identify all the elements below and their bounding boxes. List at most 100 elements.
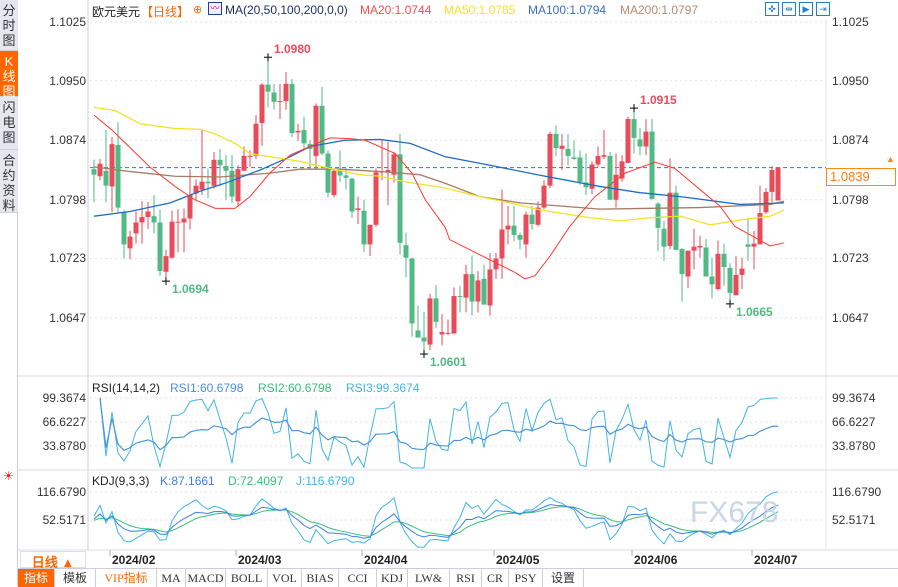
candle-up [391, 154, 397, 175]
settings-sun-icon[interactable]: ☀ [3, 469, 14, 483]
candle-up [769, 169, 775, 192]
indicator-tab-6[interactable]: VOL [268, 569, 302, 587]
sidebar-tab-kline[interactable]: K线图 [0, 51, 18, 99]
candle-down [205, 181, 211, 184]
price-tick-left: 1.0874 [49, 133, 86, 148]
rsi2-line [99, 397, 779, 451]
rsi3-value: RSI3:99.3674 [346, 381, 420, 395]
price-tick-right: 1.0874 [832, 133, 869, 148]
candle-down [469, 274, 475, 302]
crosshair-icon[interactable]: ✜ [765, 2, 779, 16]
indicator-tab-10[interactable]: LW& [408, 569, 450, 587]
indicator-tab-3[interactable]: MA [157, 569, 186, 587]
indicator-tab-9[interactable]: KDJ [377, 569, 408, 587]
candle-up [691, 246, 697, 251]
candle-up [331, 170, 337, 196]
high-price-label: 1.0915 [640, 93, 677, 108]
indicator-tab-4[interactable]: MACD [186, 569, 226, 587]
sidebar-tab-timeshare[interactable]: 分时图 [0, 0, 18, 51]
month-label: 2024/04 [364, 553, 408, 567]
rsi-tick-right: 66.6227 [832, 415, 876, 429]
candle-up [739, 268, 745, 275]
candle-up [625, 119, 631, 163]
candle-up [547, 133, 553, 186]
candle-down [529, 214, 535, 225]
rsi1-value: RSI1:60.6798 [170, 381, 244, 395]
low-price-label: 1.0665 [736, 304, 773, 319]
zoom-range-icon[interactable]: ⇹ [782, 2, 796, 16]
sidebar-tab-contract-info[interactable]: 合约资料 [0, 150, 18, 213]
sidebar-tab-flash[interactable]: 闪电图 [0, 97, 18, 150]
indicator-tab-0[interactable]: 指标 [18, 569, 55, 587]
rsi-tick-left: 66.6227 [42, 415, 86, 429]
candle-up [685, 250, 691, 277]
rsi-tick-left: 33.8780 [42, 439, 86, 453]
move-right-icon[interactable]: ⇥ [816, 2, 830, 16]
candle-up [259, 84, 265, 124]
indicator-tab-14[interactable]: 设置 [543, 569, 584, 587]
candle-down [265, 84, 271, 92]
price-tick-left: 1.0647 [49, 310, 86, 325]
indicator-tab-13[interactable]: PSY [509, 569, 543, 587]
candle-up [295, 130, 301, 133]
indicator-tab-1[interactable]: 模板 [55, 569, 96, 587]
kdj-k-line [93, 504, 779, 539]
indicator-tab-8[interactable]: CCI [339, 569, 377, 587]
kdj-j-line [93, 491, 779, 548]
price-tick-right: 1.0950 [832, 73, 869, 88]
candle-up [127, 236, 133, 249]
candle-down [721, 253, 727, 268]
candle-down [631, 119, 637, 138]
candle-down [433, 298, 439, 322]
candle-up [193, 185, 199, 194]
ma50-line [93, 106, 785, 226]
indicator-tabs: 指标 模板 VIP指标 MA MACD BOLL VOL BIAS CCI KDJ LW& RSI CR… [18, 568, 898, 587]
add-indicator-icon[interactable]: ⊕ [193, 4, 203, 16]
kdj-tick-left: 52.5171 [42, 513, 86, 527]
ma20-line [93, 114, 785, 280]
rsi1-line [99, 397, 779, 451]
indicator-chart-icon[interactable]: 〰 [208, 2, 222, 15]
kdj-tick-right: 116.6790 [832, 485, 882, 499]
candle-up [493, 258, 499, 270]
indicator-tab-7[interactable]: BIAS [302, 569, 339, 587]
candle-up [109, 144, 115, 187]
candle-up [535, 207, 541, 225]
candle-up [313, 105, 319, 156]
candle-down [553, 133, 559, 149]
kdj-d-value: D:72.4097 [228, 474, 284, 488]
candle-up [595, 155, 601, 165]
candle-down [571, 157, 577, 160]
candle-down [565, 148, 571, 156]
extreme-marker-icon [420, 349, 428, 358]
candle-down [343, 175, 349, 178]
candle-up [373, 172, 379, 225]
indicator-tab-2[interactable]: VIP指标 [96, 569, 157, 587]
kdj-k-value: K:87.1661 [160, 474, 215, 488]
candle-up [619, 161, 625, 179]
candle-down [649, 131, 655, 199]
price-tick-left: 1.0798 [49, 192, 86, 207]
ma200-value: MA200:1.0797 [620, 3, 699, 17]
low-price-label: 1.0601 [430, 354, 467, 369]
candle-down [91, 169, 97, 175]
candle-up [277, 101, 283, 103]
candle-down [349, 178, 355, 212]
play-icon[interactable]: ▶ [799, 2, 813, 16]
month-label: 2024/07 [754, 553, 798, 567]
scroll-up-icon[interactable]: ▲ [886, 154, 895, 164]
ma-params[interactable]: MA(20,50,100,200,0,0) [225, 3, 348, 17]
indicator-tab-12[interactable]: CR [482, 569, 509, 587]
rsi-tick-right: 99.3674 [832, 391, 876, 405]
kdj-title: KDJ(9,3,3) [92, 474, 150, 488]
ma100-line [93, 138, 785, 217]
indicator-tab-5[interactable]: BOLL [226, 569, 268, 587]
indicator-tab-11[interactable]: RSI [450, 569, 482, 587]
candle-up [355, 208, 361, 210]
price-tick-right: 1.1025 [832, 15, 869, 29]
extreme-marker-icon [630, 104, 638, 113]
period-selector[interactable]: 日线 ▲ [20, 551, 86, 570]
candle-up [589, 164, 595, 189]
candle-up [163, 256, 169, 272]
